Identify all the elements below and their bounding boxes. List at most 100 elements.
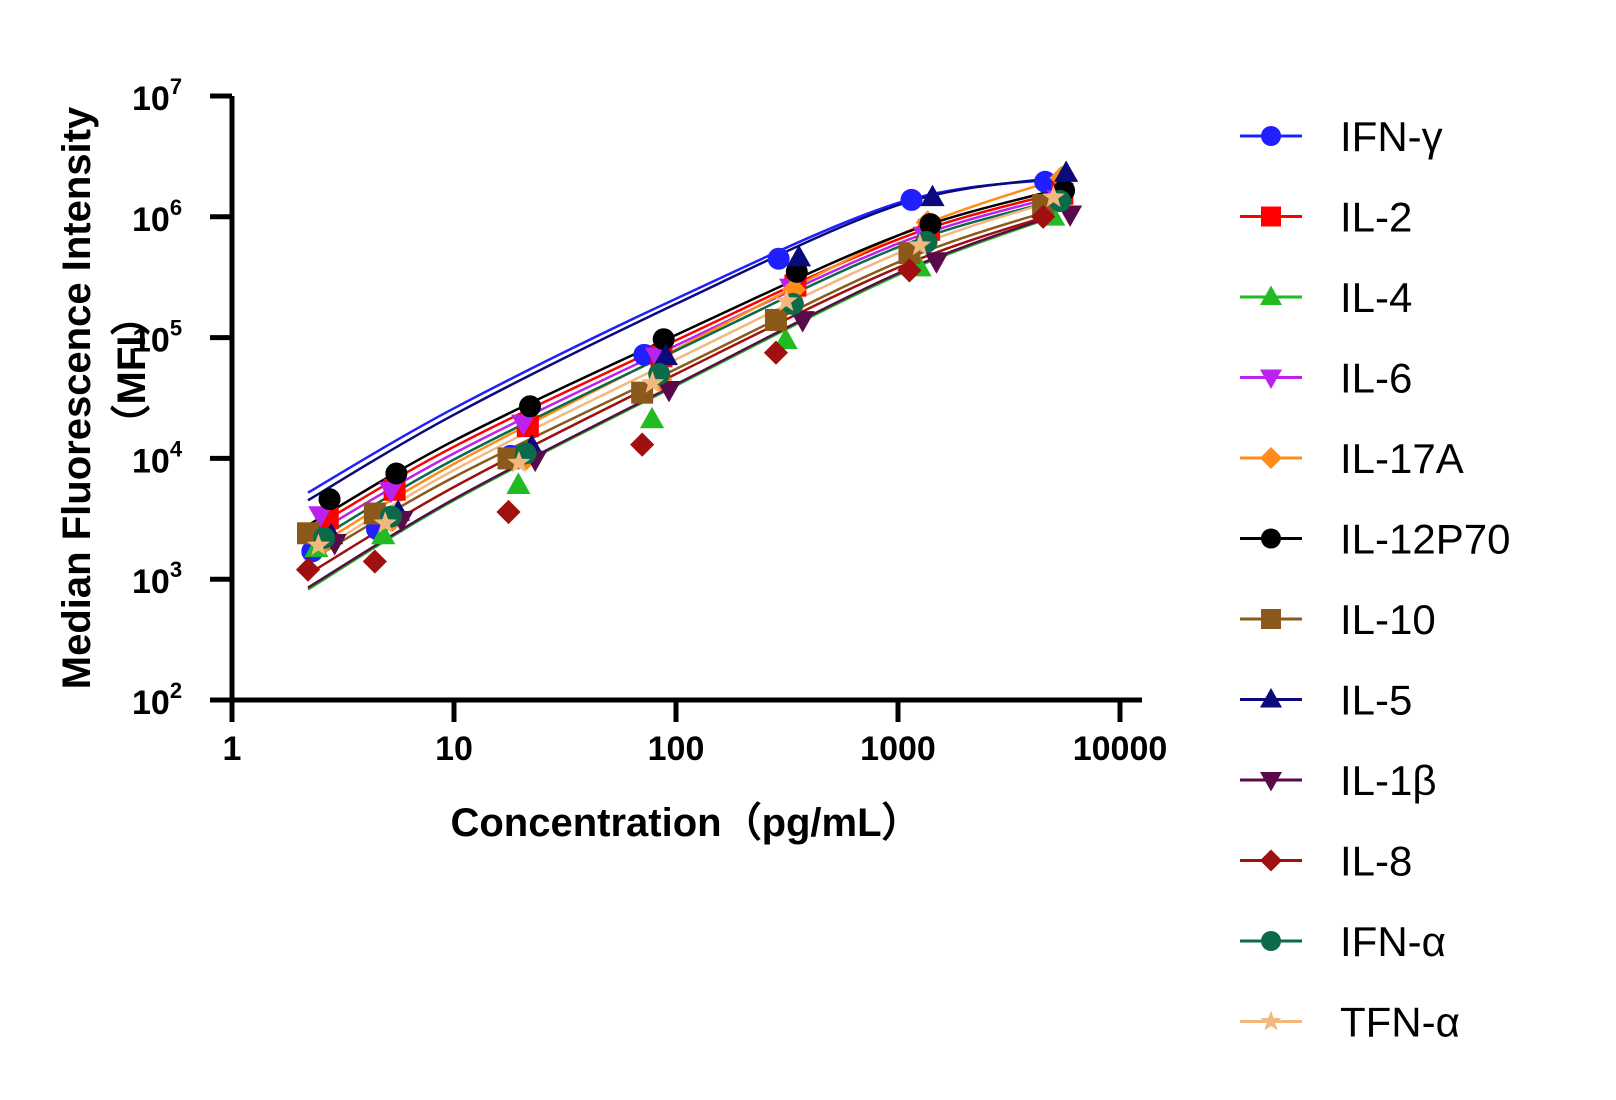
- data-point: [656, 380, 682, 403]
- data-point: [773, 327, 798, 350]
- fit-curves: [307, 176, 1054, 591]
- legend-item: IL-17A: [1240, 435, 1464, 482]
- axes: [229, 96, 1142, 703]
- data-point: [506, 472, 531, 494]
- data-point: [908, 233, 932, 256]
- legend-marker: [1261, 126, 1281, 146]
- y-tick-label: 104: [132, 436, 183, 480]
- data-point: [924, 252, 949, 274]
- legend-marker: [1261, 528, 1281, 549]
- legend-item: IFN-γ: [1240, 113, 1443, 160]
- data-point: [774, 289, 798, 311]
- legend-label: IL-12P70: [1340, 516, 1510, 563]
- y-axis-title-unit: （MFI）: [110, 296, 154, 445]
- legend-item: IL-5: [1240, 677, 1412, 724]
- data-point: [641, 371, 664, 393]
- legend-label: IL-8: [1340, 838, 1412, 885]
- legend-label: IL-17A: [1340, 435, 1464, 482]
- data-point: [1031, 204, 1056, 229]
- y-tick-exponent: 7: [170, 74, 182, 99]
- data-point: [1042, 185, 1065, 208]
- legend-marker: [1260, 1010, 1282, 1031]
- fit-curve: [307, 177, 1054, 494]
- fit-curve: [307, 192, 1054, 533]
- y-tick-label: 107: [132, 74, 182, 118]
- data-point: [308, 506, 333, 528]
- data-point: [790, 311, 815, 333]
- y-tick-label: 103: [132, 557, 182, 601]
- data-point: [373, 511, 397, 534]
- fit-curve: [307, 196, 1054, 539]
- data-point: [362, 549, 387, 574]
- legend-item: IL-12P70: [1240, 516, 1510, 563]
- legend-label: IL-1β: [1340, 757, 1437, 804]
- data-point: [371, 522, 396, 545]
- data-point: [385, 462, 408, 485]
- x-tick-label: 1000: [860, 730, 936, 768]
- data-point: [519, 395, 542, 418]
- legend-label: IFN-γ: [1340, 113, 1443, 160]
- data-point: [496, 499, 521, 525]
- data-point: [897, 258, 922, 283]
- legend-marker: [1261, 609, 1281, 629]
- y-tick-base: 10: [132, 322, 170, 360]
- fit-curve: [307, 214, 1054, 589]
- y-tick-base: 10: [132, 563, 170, 601]
- y-tick-exponent: 3: [170, 557, 182, 582]
- fit-curve: [307, 176, 1054, 502]
- legend-label: IL-6: [1340, 355, 1412, 402]
- y-tick-label: 102: [132, 678, 182, 722]
- data-point: [786, 244, 812, 267]
- legend-marker: [1261, 206, 1281, 227]
- y-tick-base: 10: [132, 684, 170, 722]
- legend-item: IL-2: [1240, 194, 1412, 241]
- x-tick-label: 1: [223, 730, 242, 768]
- data-point: [920, 184, 945, 207]
- legend-item: IL-6: [1240, 355, 1412, 402]
- data-point: [639, 406, 665, 429]
- fit-curve: [307, 215, 1054, 591]
- data-point: [763, 340, 789, 365]
- legend-item: IL-8: [1240, 838, 1412, 885]
- x-axis-title: Concentration（pg/mL）: [450, 801, 921, 845]
- x-ticks: 1 10 100 1000 10000: [223, 700, 1168, 768]
- data-point: [900, 188, 923, 211]
- data-point: [785, 260, 808, 283]
- legend-marker: [1260, 285, 1282, 305]
- y-tick-base: 10: [132, 80, 170, 118]
- y-tick-base: 10: [132, 201, 170, 239]
- data-point: [318, 488, 341, 511]
- data-point: [653, 343, 678, 366]
- y-tick-base: 10: [132, 442, 170, 480]
- y-tick-label: 106: [132, 195, 182, 239]
- y-tick-exponent: 2: [170, 678, 182, 703]
- legend-item: IFN-α: [1240, 918, 1446, 965]
- data-points: [295, 160, 1083, 582]
- legend-label: IFN-α: [1340, 918, 1446, 965]
- y-axis-title: Median Fluorescence Intensity: [55, 106, 99, 689]
- legend-item: IL-10: [1240, 596, 1436, 643]
- y-tick-exponent: 4: [170, 436, 183, 461]
- data-point: [511, 414, 536, 437]
- y-tick-exponent: 6: [170, 195, 182, 220]
- fit-curve: [307, 208, 1054, 563]
- legend-marker: [1260, 688, 1282, 708]
- data-point: [378, 481, 404, 504]
- legend-label: IL-2: [1340, 194, 1412, 241]
- legend-marker: [1260, 369, 1282, 389]
- legend-item: IL-4: [1240, 274, 1412, 321]
- data-point: [630, 432, 655, 457]
- data-point: [764, 308, 787, 331]
- legend-item: TFN-α: [1240, 999, 1460, 1046]
- x-tick-label: 10000: [1073, 730, 1168, 768]
- data-point: [306, 533, 330, 556]
- y-tick-label: 105: [132, 316, 182, 360]
- legend-label: IL-4: [1340, 274, 1412, 321]
- data-point: [919, 213, 942, 236]
- legend-marker: [1260, 447, 1282, 469]
- fit-curve: [307, 189, 1054, 527]
- legend-label: TFN-α: [1340, 999, 1460, 1046]
- legend-item: IL-1β: [1240, 757, 1437, 804]
